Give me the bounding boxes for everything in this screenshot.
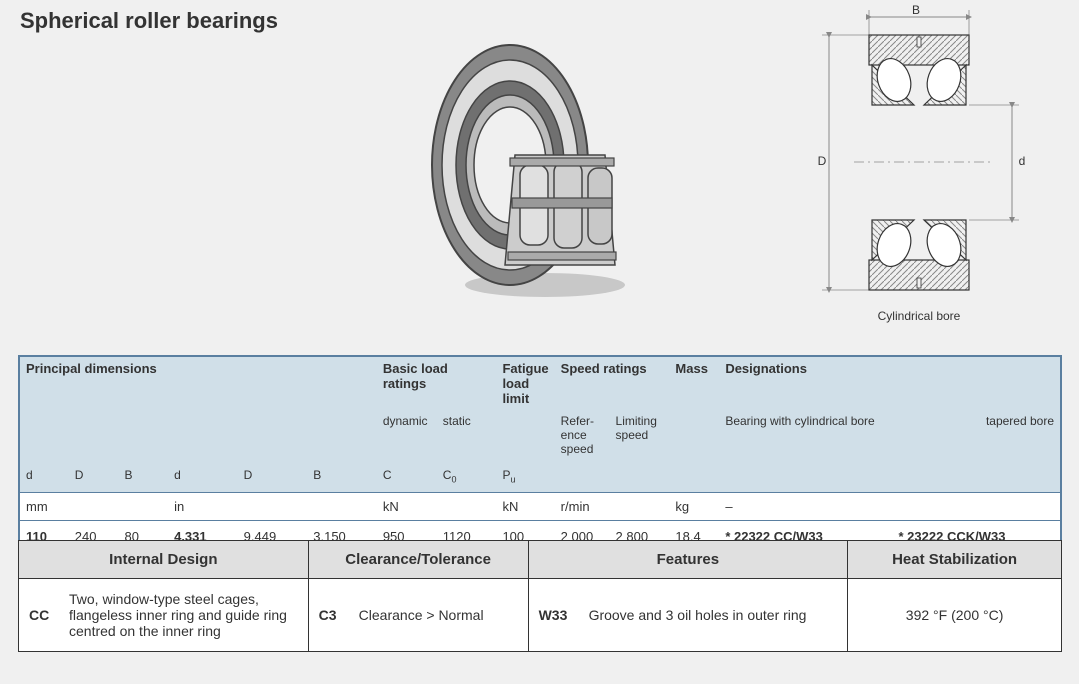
spec-col-1: D [69,464,119,493]
spec-unit-9: r/min [555,493,610,521]
detail-data-row: CC Two, window-type steel cages, flangel… [19,579,1062,652]
cross-section-diagram: B D d Cylindrical bore [794,5,1044,323]
sub-limiting: Limiting speed [610,410,670,464]
detail-header-row: Internal Design Clearance/Tolerance Feat… [19,541,1062,579]
spec-unit-1 [69,493,119,521]
spec-col-3: d [168,464,238,493]
group-mass: Mass [669,356,719,410]
detail-table: Internal Design Clearance/Tolerance Feat… [18,540,1062,652]
sub-bearing-cyl: Bearing with cylindrical bore [719,410,892,464]
group-basic-load: Basic load ratings [377,356,497,410]
dim-label-B: B [912,5,920,17]
spec-unit-12: – [719,493,892,521]
spec-sub-row: dynamic static Refer-ence speed Limiting… [19,410,1061,464]
spec-unit-2 [118,493,168,521]
spec-table: Principal dimensions Basic load ratings … [18,355,1062,554]
internal-design-cell: CC Two, window-type steel cages, flangel… [19,579,309,652]
spec-col-9 [555,464,610,493]
group-designations: Designations [719,356,1061,410]
features-text: Groove and 3 oil holes in outer ring [589,607,838,623]
spec-col-8: Pu [496,464,554,493]
spec-col-4: D [238,464,308,493]
detail-header-clearance: Clearance/Tolerance [308,541,528,579]
internal-text: Two, window-type steel cages, flangeless… [69,591,298,639]
clearance-text: Clearance > Normal [359,607,518,623]
detail-header-internal: Internal Design [19,541,309,579]
spec-col-labels: dDBdDBCC0Pu [19,464,1061,493]
clearance-cell: C3 Clearance > Normal [308,579,528,652]
spec-unit-3: in [168,493,238,521]
features-code: W33 [539,607,587,623]
dim-label-d: d [1019,154,1026,168]
spec-unit-0: mm [19,493,69,521]
clearance-code: C3 [319,607,357,623]
group-fatigue: Fatigue load limit [496,356,554,410]
spec-unit-10 [610,493,670,521]
spec-unit-row: mminkNkNr/minkg– [19,493,1061,521]
spec-header-row: Principal dimensions Basic load ratings … [19,356,1061,410]
spec-col-0: d [19,464,69,493]
spec-unit-5 [307,493,377,521]
spec-unit-7 [437,493,497,521]
page-title: Spherical roller bearings [20,8,278,34]
sub-tapered: tapered bore [893,410,1061,464]
spec-col-10 [610,464,670,493]
spec-col-13 [893,464,1061,493]
sub-dynamic: dynamic [377,410,437,464]
spec-col-5: B [307,464,377,493]
spec-unit-8: kN [496,493,554,521]
sub-static: static [437,410,497,464]
detail-header-heat: Heat Stabilization [848,541,1062,579]
features-cell: W33 Groove and 3 oil holes in outer ring [528,579,848,652]
spec-unit-13 [893,493,1061,521]
bearing-3d-render [420,30,650,300]
spec-unit-6: kN [377,493,437,521]
dim-label-D: D [818,154,827,168]
sub-reference: Refer-ence speed [555,410,610,464]
spec-unit-11: kg [669,493,719,521]
spec-unit-4 [238,493,308,521]
spec-col-7: C0 [437,464,497,493]
heat-cell: 392 °F (200 °C) [848,579,1062,652]
spec-col-11 [669,464,719,493]
spec-col-2: B [118,464,168,493]
internal-code: CC [29,591,67,639]
spec-col-6: C [377,464,437,493]
detail-header-features: Features [528,541,848,579]
group-speed: Speed ratings [555,356,670,410]
group-principal: Principal dimensions [19,356,377,410]
spec-col-12 [719,464,892,493]
diagram-caption: Cylindrical bore [794,309,1044,323]
